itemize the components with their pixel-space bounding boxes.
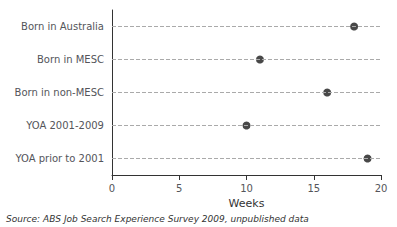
svg-text:Born in Australia: Born in Australia [21, 21, 104, 32]
svg-text:5: 5 [176, 183, 182, 194]
svg-text:Weeks: Weeks [229, 197, 265, 210]
svg-text:Source: ABS Job Search Experie: Source: ABS Job Search Experience Survey… [6, 214, 309, 224]
svg-text:YOA 2001-2009: YOA 2001-2009 [25, 120, 104, 131]
svg-text:Born in MESC: Born in MESC [37, 54, 104, 65]
svg-text:YOA prior to 2001: YOA prior to 2001 [14, 153, 104, 164]
svg-text:15: 15 [307, 183, 320, 194]
svg-text:10: 10 [240, 183, 253, 194]
svg-text:20: 20 [375, 183, 388, 194]
svg-text:0: 0 [109, 183, 115, 194]
svg-text:Born in non-MESC: Born in non-MESC [15, 87, 104, 98]
